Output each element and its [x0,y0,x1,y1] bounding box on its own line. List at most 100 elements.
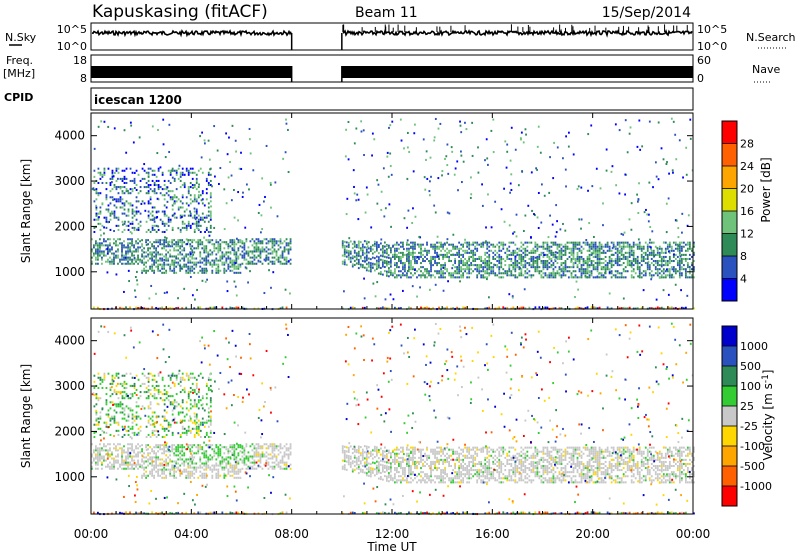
power-cell [482,243,485,246]
power-cell [534,249,537,252]
power-cell [426,257,428,260]
velocity-cell [97,455,99,458]
power-cell [271,262,274,265]
power-cell [684,306,687,309]
power-cell [253,248,256,251]
power-cell [547,236,550,239]
power-cell [563,269,565,272]
power-cell [265,250,268,253]
power-cell [149,230,152,234]
power-cell [626,260,629,263]
power-cell [599,187,602,190]
power-cell [502,243,505,246]
velocity-cell [351,470,354,473]
power-cell [361,243,364,246]
power-cell [211,271,214,274]
velocity-cell [355,449,358,452]
power-cell [243,256,246,259]
power-cell [177,257,180,260]
power-cell [434,262,436,265]
power-cell [410,241,412,244]
power-cell [466,241,469,244]
power-cell [157,225,160,228]
power-cell [127,246,129,249]
power-cell [225,269,228,272]
velocity-cell [157,468,160,471]
power-cell [282,157,285,160]
power-cell [487,193,489,196]
power-cell [135,260,137,263]
velocity-cell [223,458,226,461]
power-cell [151,210,154,213]
power-cell [566,247,569,250]
velocity-cell [113,443,115,446]
power-cell [416,262,418,265]
velocity-cell [357,459,360,462]
power-cell [179,206,182,209]
velocity-cell [227,448,230,451]
freq-left-tick-top: 18 [73,54,87,67]
velocity-cell [355,451,358,454]
power-cell [97,254,99,257]
power-cell [239,265,242,268]
power-cell [686,266,689,269]
power-cell [115,216,118,219]
power-cell [200,156,203,159]
power-cell [98,216,100,219]
velocity-cell [271,445,274,448]
power-cell [446,211,449,214]
velocity-cell [343,468,346,471]
power-cell [117,238,119,241]
velocity-cell [349,457,352,460]
power-cell [652,264,655,267]
power-cell [410,260,412,263]
velocity-cell [205,472,208,475]
power-cell [411,285,414,288]
power-cell [165,255,168,258]
power-cell [398,274,400,277]
power-cell [616,255,619,258]
power-cell [199,261,202,264]
power-cell [688,257,691,260]
power-cell [97,250,99,253]
velocity-cell [147,454,149,457]
velocity-cell [367,456,370,459]
power-cell [444,255,446,258]
velocity-cell [141,464,143,467]
power-cell [157,184,160,187]
power-cell [115,200,118,203]
power-cell [155,184,158,187]
power-cell [558,253,561,256]
power-cell [606,249,609,252]
velocity-cell [369,454,372,457]
power-cell [666,270,669,273]
power-cell [686,224,689,227]
power-cell [353,263,356,266]
power-cell [598,255,601,258]
power-cell [618,245,621,248]
velocity-cell [189,456,192,459]
power-cell [488,260,491,263]
power-cell [632,251,635,254]
power-cell [544,306,547,309]
power-cell [686,264,689,267]
power-cell [177,239,180,242]
power-cell [434,270,436,273]
velocity-cell [153,450,156,453]
velocity-cell [127,457,129,460]
power-cell [468,241,471,244]
power-cell [345,255,348,258]
velocity-cell [271,465,274,468]
power-cell [223,241,226,244]
power-cell [644,274,647,277]
power-cell [231,241,234,244]
power-cell [186,243,189,246]
power-cell [464,241,467,244]
power-cell [369,245,372,248]
power-cell [622,243,625,246]
power-cell [271,250,274,253]
velocity-cell [113,467,115,470]
power-cell [520,272,523,275]
power-cell [201,190,204,193]
